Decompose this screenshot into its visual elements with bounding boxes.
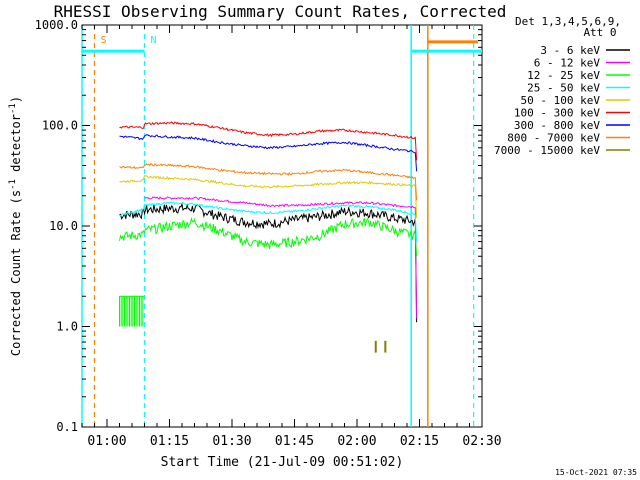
y-axis-label-part: detector	[9, 114, 23, 179]
legend-label: 6 - 12 keV	[534, 57, 601, 70]
x-axis-label: Start Time (21-Jul-09 00:51:02)	[161, 455, 404, 470]
series-line	[144, 196, 418, 319]
legend-label: 100 - 300 keV	[514, 107, 600, 120]
y-tick-label: 1.0	[56, 320, 78, 334]
y-tick-label: 10.0	[49, 219, 78, 233]
marker-label: S	[101, 35, 107, 46]
series-line	[119, 201, 418, 242]
legend-label: 25 - 50 keV	[527, 82, 600, 95]
x-axis: 01:00 01:15 01:30 01:45 02:00 02:15 02:30	[81, 25, 502, 449]
x-tick-label: 01:00	[87, 434, 126, 449]
level-lines	[82, 40, 482, 327]
y-tick-label: 100.0	[42, 119, 78, 133]
chart-title: RHESSI Observing Summary Count Rates, Co…	[54, 2, 507, 21]
series-lines	[119, 121, 418, 353]
x-tick-label: 02:30	[462, 434, 501, 449]
series-line	[119, 174, 418, 219]
y-tick-label: 1000.0	[35, 18, 78, 32]
legend-label: 300 - 800 keV	[514, 119, 600, 132]
y-axis-label-part: )	[9, 96, 23, 103]
legend-label: 50 - 100 keV	[521, 94, 601, 107]
y-tick-label: 0.1	[56, 420, 78, 434]
legend-header: Det 1,3,4,5,6,9,	[515, 15, 621, 28]
y-axis-label-part: Corrected Count Rate (s	[9, 190, 23, 356]
series-line	[119, 121, 418, 161]
series-line	[119, 163, 418, 201]
x-tick-label: 01:15	[150, 434, 189, 449]
y-axis-label: Corrected Count Rate (s-1 detector-1)	[8, 96, 23, 356]
timestamp: 15-Oct-2021 07:35	[555, 468, 637, 477]
y-axis-label-sup: -1	[8, 179, 18, 190]
legend-header: Att 0	[583, 26, 616, 39]
series-line	[119, 216, 418, 257]
x-tick-label: 02:00	[337, 434, 376, 449]
y-axis-label-sup: -1	[8, 103, 18, 114]
legend-label: 3 - 6 keV	[540, 44, 600, 57]
series-line	[119, 202, 418, 323]
x-tick-label: 02:15	[400, 434, 439, 449]
x-tick-label: 01:30	[212, 434, 251, 449]
plot-frame	[81, 24, 483, 428]
legend-label: 12 - 25 keV	[527, 69, 600, 82]
x-tick-label: 01:45	[275, 434, 314, 449]
legend-label: 800 - 7000 keV	[507, 132, 600, 145]
marker-label: N	[151, 35, 157, 46]
legend-label: 7000 - 15000 keV	[494, 144, 600, 157]
y-axis: 0.1 1.0 10.0 100.0 1000.0	[35, 18, 482, 434]
series-line	[119, 134, 418, 172]
